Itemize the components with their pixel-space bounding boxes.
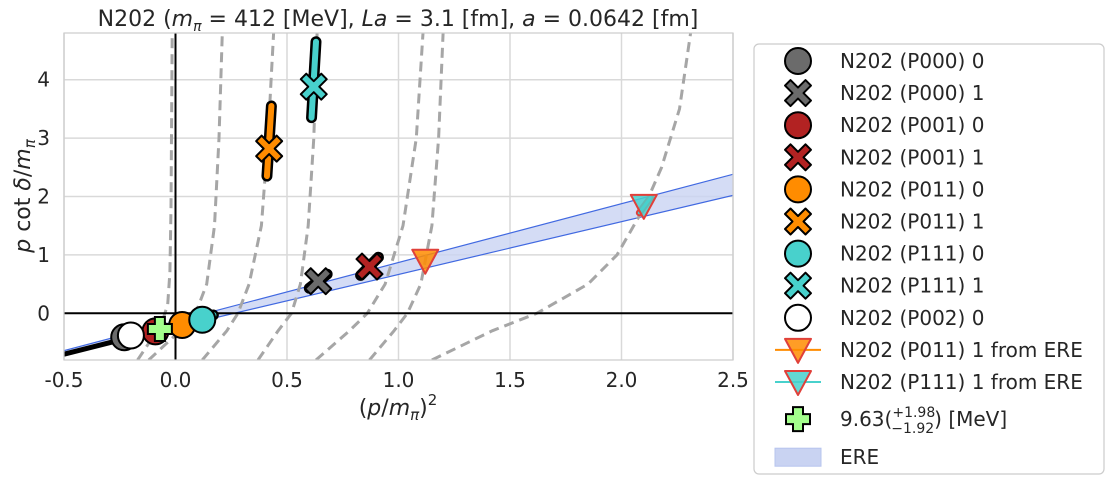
legend-marker bbox=[784, 337, 812, 364]
x-tick-label: 2.0 bbox=[606, 368, 638, 392]
chart-title: N202 (mπ = 412 [MeV], La = 3.1 [fm], a =… bbox=[98, 7, 699, 35]
x-tick-label: 0.0 bbox=[160, 368, 192, 392]
legend-item-12: ERE bbox=[774, 445, 879, 469]
x-tick-label: 1.5 bbox=[494, 368, 526, 392]
title-eq3: = 0.0642 [fm] bbox=[536, 7, 699, 32]
series-10 bbox=[629, 193, 658, 220]
tick-labels: -0.5 0.0 0.5 1.0 1.5 2.0 2.5 0 1 2 3 4 bbox=[37, 68, 749, 392]
data-point bbox=[116, 321, 145, 350]
legend-marker bbox=[784, 239, 812, 268]
legend-marker bbox=[784, 143, 812, 172]
x-tick-label: -0.5 bbox=[44, 368, 83, 392]
data-point bbox=[304, 267, 333, 296]
legend-label: N202 (P011) 1 from ERE bbox=[840, 338, 1083, 362]
legend-marker bbox=[784, 207, 812, 236]
legend-marker bbox=[784, 79, 812, 108]
title-a: a bbox=[522, 7, 535, 32]
legend-item-0: N202 (P000) 0 bbox=[784, 47, 984, 75]
data-point bbox=[629, 193, 658, 220]
title-eq1: = 412 [MeV], bbox=[202, 7, 362, 32]
legend-marker bbox=[784, 370, 812, 396]
legend-label: N202 (P011) 0 bbox=[840, 177, 984, 201]
legend-label: N202 (P111) 1 from ERE bbox=[840, 370, 1083, 394]
x-tick-label: 0.5 bbox=[271, 368, 303, 392]
legend-item-1: N202 (P000) 1 bbox=[784, 79, 984, 108]
dashed-curve bbox=[147, 33, 224, 360]
series-7 bbox=[299, 36, 328, 124]
y-tick-label: 4 bbox=[37, 68, 50, 92]
data-point bbox=[411, 248, 440, 275]
legend-marker bbox=[784, 47, 812, 75]
legend-label: 9.63(+1.98 −1.92) [MeV] bbox=[840, 405, 1007, 437]
series-6 bbox=[188, 305, 219, 334]
y-tick-label: 2 bbox=[37, 185, 50, 209]
dashed-curve bbox=[431, 33, 693, 360]
y-axis-label: p cot δ/mπ bbox=[11, 138, 39, 253]
legend-item-9: N202 (P011) 1 from ERE bbox=[775, 337, 1083, 364]
x-tick-label: 2.5 bbox=[717, 368, 749, 392]
legend-label: N202 (P011) 1 bbox=[840, 210, 984, 234]
legend-marker bbox=[784, 111, 812, 140]
legend-label: N202 (P002) 0 bbox=[840, 306, 984, 330]
series-3 bbox=[355, 251, 384, 281]
series-9 bbox=[411, 248, 440, 275]
error-bar bbox=[308, 38, 319, 121]
legend: N202 (P000) 0 N202 (P000) 1 N202 (P001) 0 N… bbox=[753, 43, 1105, 475]
data-point bbox=[355, 252, 384, 281]
legend-item-3: N202 (P001) 1 bbox=[784, 143, 984, 172]
title-main: N202 ( bbox=[98, 7, 172, 32]
data-point bbox=[255, 134, 284, 163]
legend-item-2: N202 (P001) 0 bbox=[784, 111, 984, 140]
title-m: m bbox=[172, 7, 193, 32]
y-tick-label: 0 bbox=[37, 301, 50, 325]
series-11 bbox=[146, 316, 173, 343]
legend-label: N202 (P111) 0 bbox=[840, 242, 984, 266]
legend-item-11: 9.63(+1.98 −1.92) [MeV] bbox=[785, 405, 1007, 437]
plot-area bbox=[64, 33, 733, 360]
dashed-curve bbox=[201, 33, 276, 360]
legend-marker bbox=[784, 271, 812, 300]
legend-marker bbox=[785, 406, 811, 433]
error-bar bbox=[263, 102, 275, 180]
y-tick-label: 3 bbox=[37, 126, 50, 150]
series-8 bbox=[116, 321, 145, 350]
legend-label: ERE bbox=[840, 445, 879, 469]
dashed-curve bbox=[368, 33, 445, 360]
data-point bbox=[299, 72, 328, 101]
dashed-curve bbox=[315, 33, 425, 360]
title-eq2: = 3.1 [fm], bbox=[387, 7, 522, 32]
legend-frame bbox=[753, 43, 1105, 475]
title-la: La bbox=[362, 7, 388, 32]
y-tick-label: 1 bbox=[37, 243, 50, 267]
legend-item-8: N202 (P002) 0 bbox=[784, 303, 984, 332]
title-pi: π bbox=[193, 19, 202, 35]
dashed-curve bbox=[256, 33, 319, 360]
legend-marker bbox=[784, 303, 812, 332]
plot-frame bbox=[63, 32, 734, 361]
legend-item-4: N202 (P011) 0 bbox=[784, 175, 984, 204]
legend-item-6: N202 (P111) 0 bbox=[784, 239, 984, 268]
legend-item-5: N202 (P011) 1 bbox=[784, 207, 984, 236]
x-tick-label: 1.0 bbox=[383, 368, 415, 392]
legend-marker bbox=[784, 175, 812, 204]
legend-patch bbox=[774, 447, 822, 467]
series-5 bbox=[255, 100, 284, 182]
ere-band bbox=[64, 174, 733, 354]
legend-label: N202 (P000) 0 bbox=[840, 49, 984, 73]
legend-item-10: N202 (P111) 1 from ERE bbox=[775, 370, 1083, 396]
legend-item-7: N202 (P111) 1 bbox=[784, 271, 984, 300]
legend-label: N202 (P000) 1 bbox=[840, 81, 984, 105]
data-point bbox=[188, 305, 217, 334]
legend-label: N202 (P111) 1 bbox=[840, 274, 984, 298]
legend-label: N202 (P001) 0 bbox=[840, 113, 984, 137]
x-axis-label: (p/mπ)2 bbox=[359, 391, 438, 424]
data-point bbox=[146, 316, 173, 343]
series-1 bbox=[303, 267, 333, 296]
legend-label: N202 (P001) 1 bbox=[840, 145, 984, 169]
